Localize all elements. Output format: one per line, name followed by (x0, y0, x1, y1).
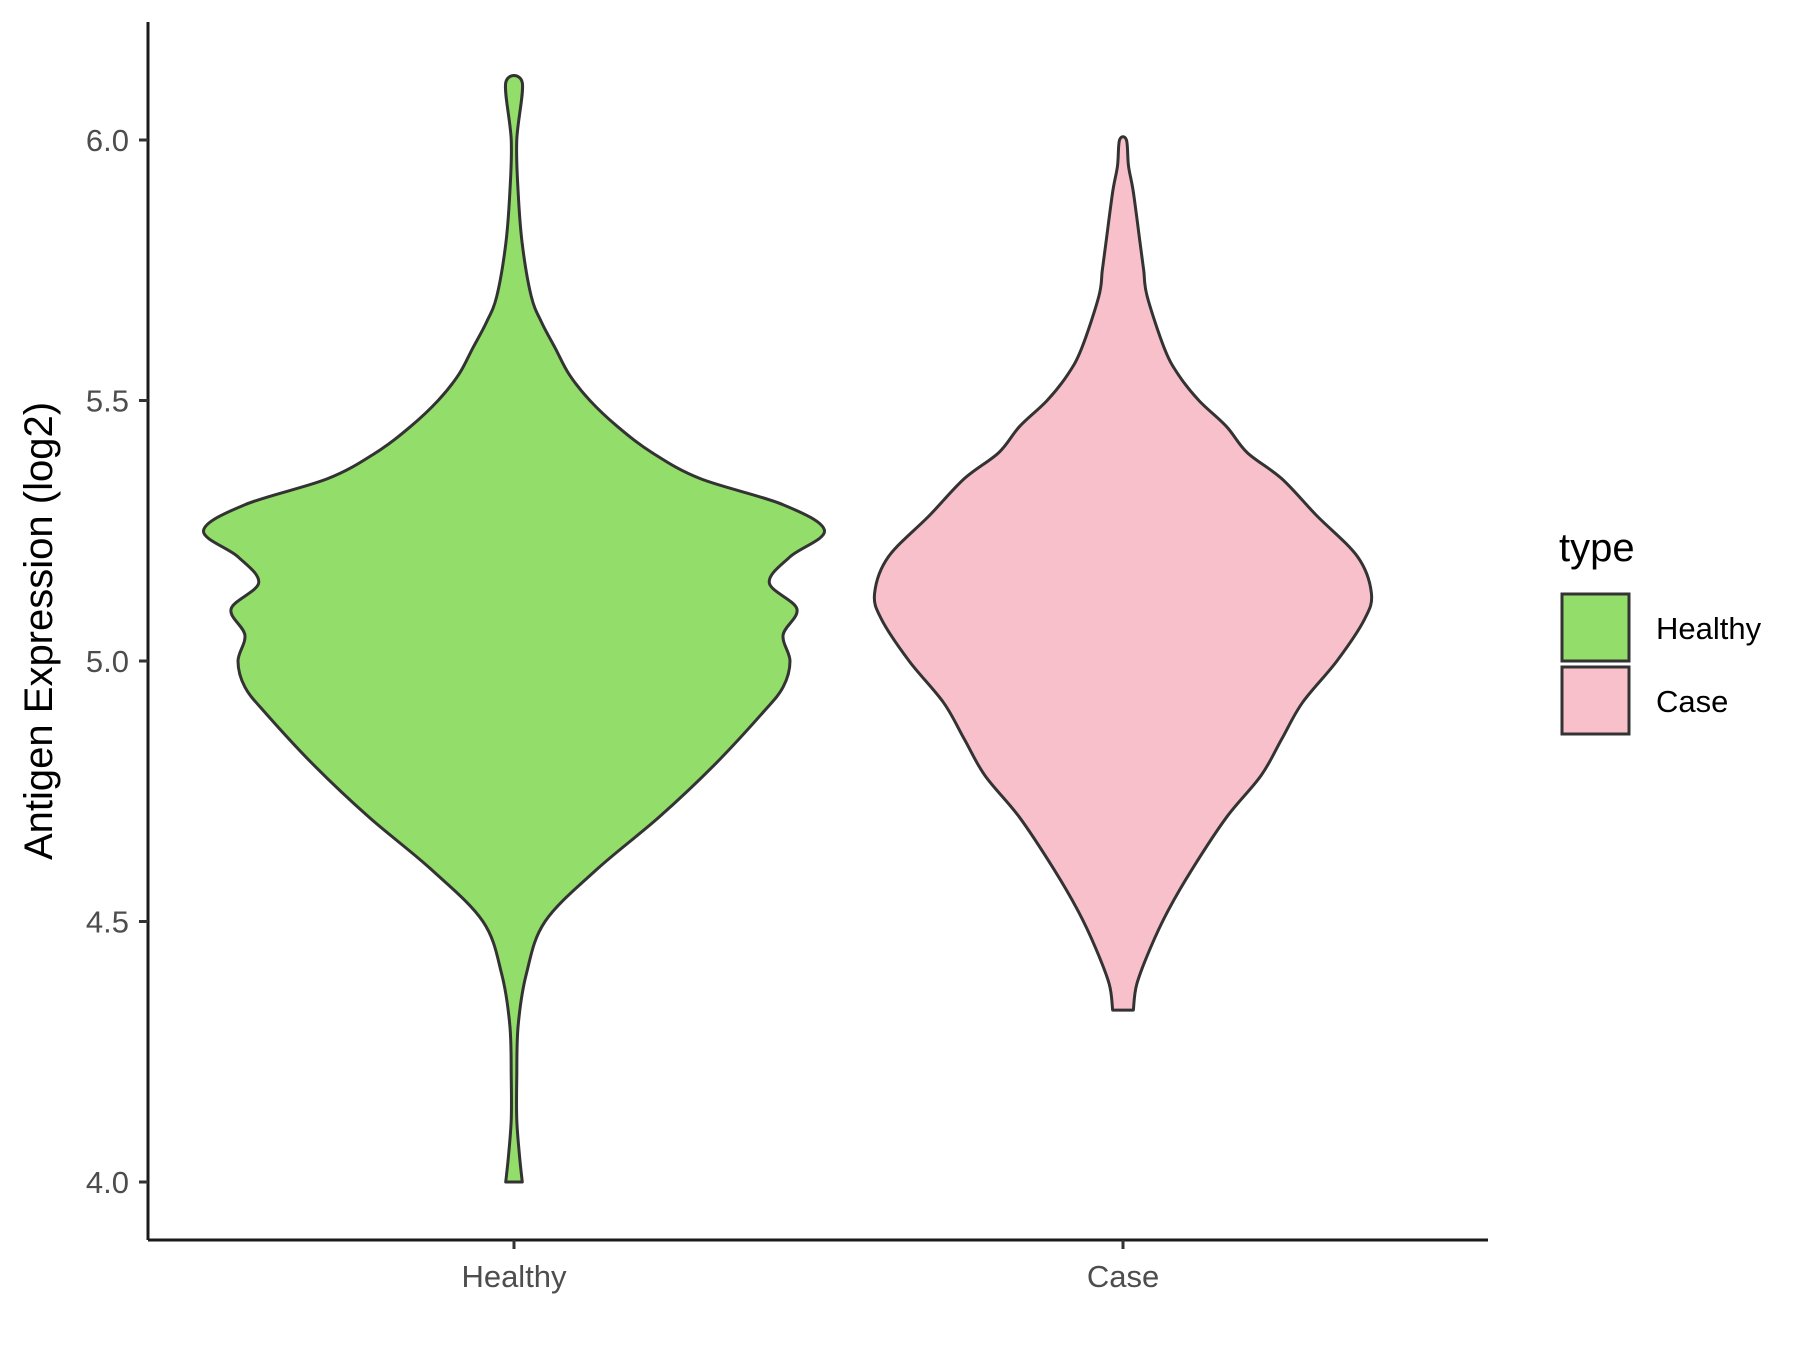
y-axis-title: Antigen Expression (log2) (17, 402, 61, 860)
y-tick-label: 5.5 (86, 384, 129, 419)
legend-swatch-healthy (1560, 592, 1631, 663)
legend: Healthy Case (1560, 592, 1762, 736)
violins-layer (202, 74, 1374, 1184)
y-axis-ticks: 4.0 4.5 5.0 5.5 6.0 (86, 123, 148, 1200)
violin-case (872, 135, 1374, 1012)
violin-healthy (202, 74, 826, 1184)
y-tick-label: 4.0 (86, 1165, 129, 1200)
y-tick-label: 6.0 (86, 123, 129, 158)
legend-label-case: Case (1656, 684, 1728, 719)
x-axis-ticks: Healthy Case (461, 1240, 1159, 1294)
legend-swatch-case (1560, 665, 1631, 736)
y-tick-label: 5.0 (86, 644, 129, 679)
x-tick-label: Case (1087, 1259, 1159, 1294)
x-tick-label: Healthy (461, 1259, 567, 1294)
legend-label-healthy: Healthy (1656, 611, 1762, 646)
y-tick-label: 4.5 (86, 905, 129, 940)
legend-title: type (1559, 526, 1635, 570)
